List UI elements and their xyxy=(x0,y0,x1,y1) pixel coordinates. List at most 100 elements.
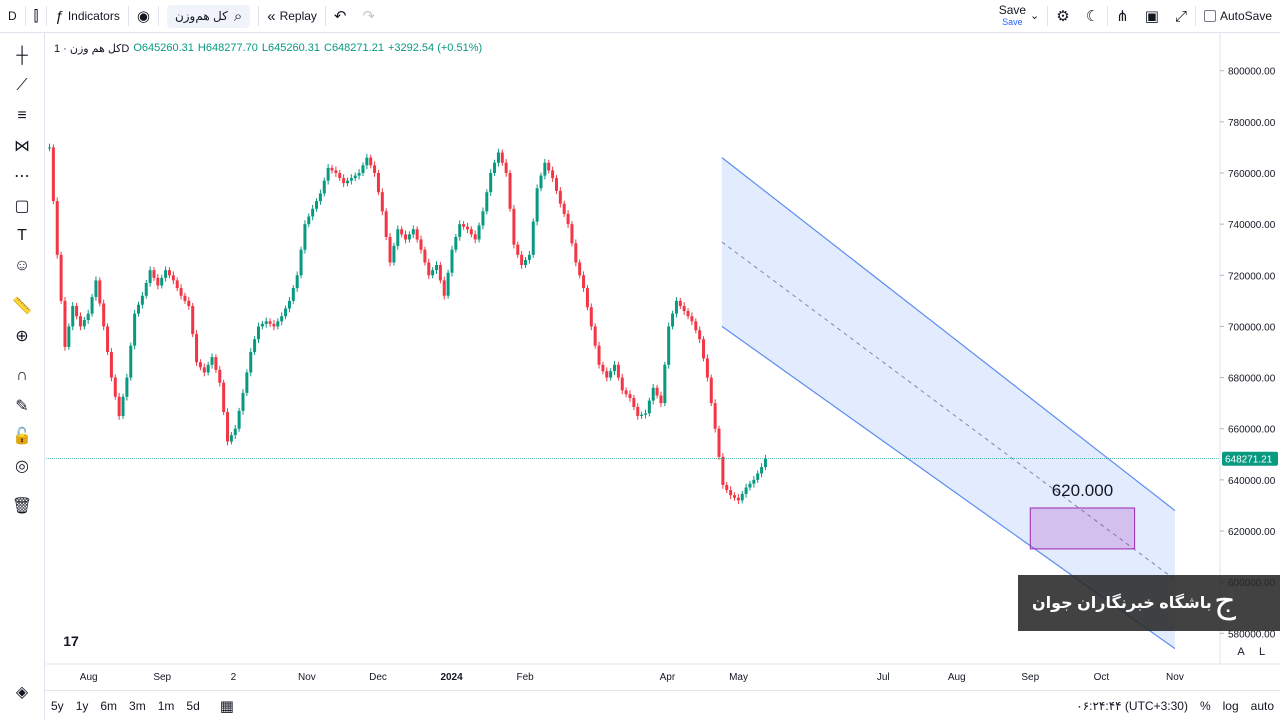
log-scale-button[interactable]: L xyxy=(1258,646,1266,658)
trash-icon[interactable]: 🗑 xyxy=(11,498,33,515)
candle-down xyxy=(551,170,555,179)
candle-down xyxy=(465,226,469,230)
settings-button[interactable]: ⚙ xyxy=(1048,0,1077,32)
tradingview-logo: 17 xyxy=(56,629,86,653)
horizontal-lines-icon[interactable]: ≡ xyxy=(17,107,27,124)
candle-down xyxy=(717,428,721,457)
candle-down xyxy=(705,358,709,378)
theme-button[interactable]: ☾ xyxy=(1078,0,1107,32)
legend-title: کل هم وزن · 1D xyxy=(54,43,130,55)
autosave-toggle[interactable]: AutoSave xyxy=(1196,0,1280,32)
candle-up xyxy=(493,162,497,173)
crosshair-icon[interactable]: ┼ xyxy=(16,47,28,64)
x-tick-label: Nov xyxy=(298,672,316,683)
range-1m[interactable]: 1m xyxy=(157,699,175,713)
range-5d[interactable]: 5d xyxy=(186,699,200,713)
eye-hide-icon[interactable]: ◎ xyxy=(15,458,29,475)
candle-up xyxy=(411,229,415,235)
calendar-icon[interactable]: ▦ xyxy=(219,698,234,715)
candle-down xyxy=(694,321,698,331)
share-button[interactable]: ⋔ xyxy=(1108,0,1137,32)
rectangle-icon[interactable]: ▢ xyxy=(14,198,30,215)
symbol-search-button[interactable]: کل هم‌وزن ⌕ xyxy=(159,0,258,32)
candle-down xyxy=(582,275,586,289)
undo-button[interactable]: ↶ xyxy=(326,0,355,32)
candle-up xyxy=(481,211,485,226)
candle-down xyxy=(593,326,597,346)
candle-down xyxy=(616,364,620,378)
range-6m[interactable]: 6m xyxy=(100,699,118,713)
y-tick-label: 700000.00 xyxy=(1228,322,1276,333)
candle-down xyxy=(462,224,466,227)
clock-time[interactable]: ۰۶:۲۴:۴۴ (UTC+3:30) xyxy=(1076,699,1188,713)
candle-up xyxy=(763,458,767,463)
range-1y[interactable]: 1y xyxy=(75,699,89,713)
candle-up xyxy=(256,326,260,340)
legend-low: L645260.31 xyxy=(261,42,320,54)
candle-down xyxy=(222,382,226,413)
text-icon[interactable]: T xyxy=(17,227,27,244)
candle-down xyxy=(473,234,477,240)
watermark-banner: باشگاه خبرنگاران جوان ﺝ xyxy=(1018,575,1280,631)
separator xyxy=(46,6,48,26)
candle-up xyxy=(206,364,210,373)
layers-icon[interactable]: ◈ xyxy=(15,684,29,701)
pattern-icon[interactable]: ⋈ xyxy=(14,138,30,155)
candle-up xyxy=(229,435,233,442)
candle-down xyxy=(698,330,702,340)
candle-down xyxy=(419,239,423,250)
candle-up xyxy=(543,162,547,176)
candle-up xyxy=(527,254,531,260)
candle-down xyxy=(78,316,82,327)
trendline-icon[interactable]: ⟋ xyxy=(16,77,28,94)
candle-down xyxy=(686,311,690,317)
watermark-text: باشگاه خبرنگاران جوان xyxy=(1032,595,1212,612)
range-3m[interactable]: 3m xyxy=(129,699,146,713)
fullscreen-button[interactable]: ⤢ xyxy=(1167,0,1195,32)
forecast-icon[interactable]: ⋯ xyxy=(14,168,30,185)
candle-up xyxy=(489,172,493,193)
candle-down xyxy=(516,244,520,255)
range-5y[interactable]: 5y xyxy=(51,699,64,713)
candle-down xyxy=(415,229,419,240)
chart-type-button[interactable]: ⫿ xyxy=(26,0,47,32)
candle-down xyxy=(109,352,113,378)
zoom-icon[interactable]: ⊕ xyxy=(15,328,29,345)
candle-up xyxy=(458,224,462,237)
save-button[interactable]: Save Save ⌄ xyxy=(991,0,1048,32)
candles-icon: ⫿ xyxy=(33,7,39,25)
candle-down xyxy=(709,377,713,404)
pencil-lock-icon[interactable]: ✎ xyxy=(15,398,29,415)
candle-up xyxy=(763,462,767,468)
candle-down xyxy=(117,396,121,416)
log-toggle[interactable]: log xyxy=(1222,699,1239,713)
interval-button[interactable]: D xyxy=(0,0,25,32)
emoji-icon[interactable]: ☺ xyxy=(13,257,31,274)
candle-down xyxy=(508,172,512,209)
candle-down xyxy=(171,275,175,281)
candle-down xyxy=(106,326,110,352)
replay-button[interactable]: «Replay xyxy=(259,0,325,32)
auto-toggle[interactable]: auto xyxy=(1250,699,1274,713)
autosave-checkbox[interactable] xyxy=(1203,10,1216,22)
candle-down xyxy=(195,334,199,363)
ruler-icon[interactable]: 📏 xyxy=(12,298,32,315)
y-tick-label: 760000.00 xyxy=(1228,169,1276,180)
candle-up xyxy=(245,372,249,393)
lock-icon[interactable]: 🔓 xyxy=(12,428,32,445)
auto-scale-button[interactable]: A xyxy=(1237,646,1245,658)
candle-up xyxy=(280,316,284,322)
candle-down xyxy=(272,323,276,327)
redo-button[interactable]: ↷ xyxy=(355,0,384,32)
indicators-button[interactable]: ƒ Indicators xyxy=(47,0,127,32)
channel-mid-line xyxy=(721,241,1176,581)
candle-up xyxy=(353,175,357,179)
last-price-label: 648271.21 xyxy=(1225,455,1273,466)
magnet-icon[interactable]: ∩ xyxy=(16,367,28,384)
candle-down xyxy=(678,300,682,306)
visibility-button[interactable]: ◉ xyxy=(129,0,158,32)
candle-up xyxy=(349,178,353,181)
percent-toggle[interactable]: % xyxy=(1199,699,1211,713)
candle-up xyxy=(237,410,241,429)
snapshot-button[interactable]: ▣ xyxy=(1137,0,1167,32)
